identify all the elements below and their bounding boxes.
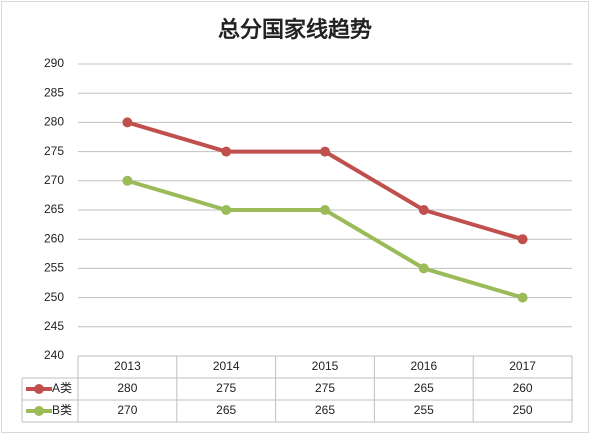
x-tick-label: 2017 xyxy=(509,359,536,373)
table-value: 255 xyxy=(414,403,434,417)
x-tick-label: 2013 xyxy=(114,359,141,373)
data-point xyxy=(517,234,528,245)
x-tick-label: 2015 xyxy=(312,359,339,373)
y-tick-label: 240 xyxy=(44,348,64,362)
legend-label: A类 xyxy=(52,381,72,395)
data-point xyxy=(320,205,330,215)
legend-label: B类 xyxy=(52,403,72,417)
data-point xyxy=(517,292,528,303)
y-tick-label: 255 xyxy=(44,261,64,275)
data-point xyxy=(122,117,133,128)
table-value: 260 xyxy=(513,381,533,395)
table-value: 265 xyxy=(216,403,236,417)
data-point xyxy=(320,146,330,157)
table-value: 265 xyxy=(315,403,335,417)
data-point xyxy=(122,175,133,186)
y-tick-label: 290 xyxy=(44,56,64,70)
y-tick-label: 250 xyxy=(44,290,64,304)
y-tick-label: 270 xyxy=(44,173,64,187)
data-point xyxy=(221,146,232,157)
x-tick-label: 2014 xyxy=(213,359,240,373)
table-value: 275 xyxy=(315,381,335,395)
y-tick-label: 245 xyxy=(44,319,64,333)
x-tick-label: 2016 xyxy=(410,359,437,373)
table-value: 275 xyxy=(216,381,236,395)
y-tick-label: 285 xyxy=(44,85,64,99)
data-point xyxy=(418,263,429,274)
table-value: 270 xyxy=(117,403,137,417)
table-value: 265 xyxy=(414,381,434,395)
data-point xyxy=(221,205,232,215)
y-tick-label: 260 xyxy=(44,231,64,245)
y-tick-label: 280 xyxy=(44,115,64,129)
chart-title: 总分国家线趋势 xyxy=(218,17,372,42)
y-tick-label: 275 xyxy=(44,144,64,158)
y-tick-label: 265 xyxy=(44,202,64,216)
legend-marker xyxy=(34,406,44,416)
table-value: 280 xyxy=(117,381,137,395)
legend-marker xyxy=(34,384,44,394)
table-value: 250 xyxy=(513,403,533,417)
data-point xyxy=(418,205,429,215)
